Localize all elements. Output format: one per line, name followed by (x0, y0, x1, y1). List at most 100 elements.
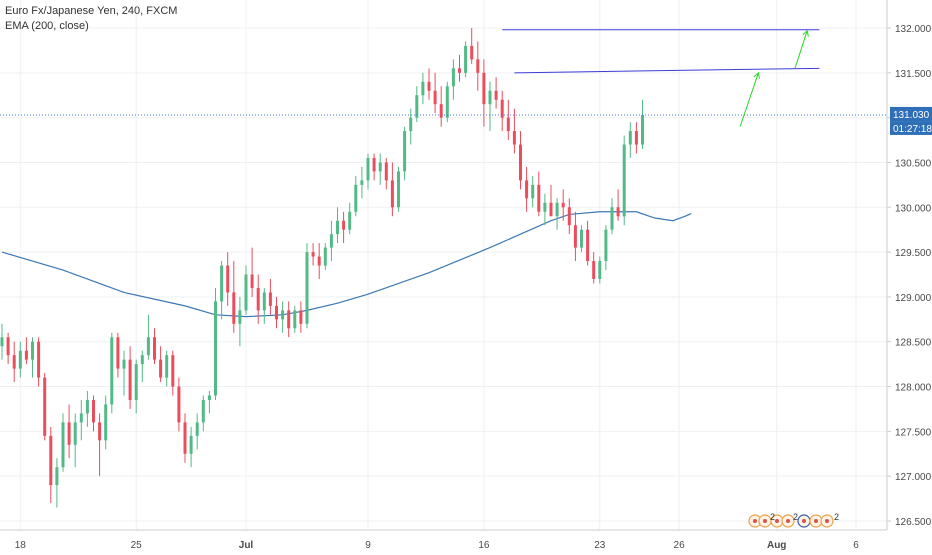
ema-line (1, 211, 692, 318)
candle (537, 171, 541, 217)
trend-line[interactable] (514, 67, 820, 74)
candle (482, 59, 486, 127)
price-badge-text: 131.030 (893, 110, 930, 121)
candle-body (555, 202, 559, 217)
candle (567, 198, 571, 235)
candle-body (37, 341, 41, 378)
arrow-annotation[interactable] (739, 71, 760, 127)
candle (634, 122, 638, 154)
arrow-annotation[interactable] (794, 29, 809, 69)
candle-body (238, 310, 242, 324)
x-tick-label: 26 (674, 540, 686, 550)
arrow-shaft (739, 72, 759, 127)
candle (146, 314, 150, 360)
arrow-head (753, 71, 760, 79)
candle-body (214, 301, 217, 396)
candle (37, 337, 41, 387)
x-tick-label: 23 (594, 540, 606, 550)
y-tick-label: 131.500 (895, 69, 932, 80)
arrow-shaft (794, 30, 808, 69)
candle (165, 350, 169, 387)
candle-body (31, 341, 34, 360)
grid (0, 0, 886, 530)
candle (43, 373, 47, 441)
countdown-badge-text: 01:27:18 (893, 124, 932, 135)
candle-body (586, 229, 590, 262)
candle-body (519, 144, 522, 181)
candle (628, 122, 632, 158)
candle (171, 350, 175, 396)
legend: Euro Fx/Japanese Yen, 240, FXCM EMA (200… (5, 4, 177, 34)
x-tick-label: 9 (365, 540, 371, 550)
candle (98, 413, 102, 477)
candle-body (85, 399, 89, 414)
candle (232, 261, 236, 333)
candle-body (372, 157, 376, 172)
candle (348, 202, 352, 235)
candle (329, 220, 333, 262)
candle-body (134, 364, 138, 400)
candle-body (24, 350, 28, 360)
candle-body (397, 171, 400, 208)
candle (384, 157, 388, 190)
candle (451, 59, 455, 100)
candle-body (500, 99, 504, 118)
y-tick-label: 126.500 (895, 517, 932, 528)
candle (494, 77, 498, 109)
candle-body (262, 292, 266, 311)
candle-body (128, 359, 132, 400)
candle-body (634, 131, 638, 145)
event-dot (802, 519, 806, 523)
candle (159, 346, 163, 383)
candle-body (494, 90, 498, 100)
price-badge (890, 106, 932, 122)
candle-body (98, 422, 102, 441)
candle-body (275, 305, 278, 320)
candle (281, 301, 285, 333)
candle (354, 175, 358, 217)
candle-body (378, 162, 382, 172)
candle-body (79, 413, 83, 423)
countdown-badge (890, 121, 932, 135)
candle (439, 86, 443, 127)
candle (134, 359, 138, 414)
candle (598, 256, 602, 284)
candle (201, 395, 205, 432)
candle-body (171, 355, 175, 387)
candle (421, 72, 425, 105)
candle-body (488, 90, 492, 105)
candle (287, 301, 291, 338)
candle (104, 395, 108, 450)
candle (464, 41, 468, 78)
candle (555, 198, 559, 230)
candle-body (6, 337, 10, 356)
candle (67, 404, 71, 459)
candle (445, 81, 449, 123)
candle-body (427, 81, 431, 91)
candle-body (299, 310, 303, 324)
event-count: 2 (770, 512, 775, 522)
candle (433, 72, 437, 114)
event-count: 2 (834, 512, 839, 522)
candle-body (226, 265, 230, 293)
candle (122, 350, 126, 396)
candle (226, 252, 230, 306)
candle (116, 332, 120, 378)
candle-body (384, 162, 388, 181)
y-tick-label: 127.500 (895, 427, 932, 438)
candle-body (580, 229, 583, 248)
candle (427, 68, 431, 100)
candle-body (140, 355, 144, 365)
candle-body (18, 350, 22, 369)
candle-body (641, 114, 644, 145)
candle (299, 301, 303, 333)
candle-body (543, 202, 547, 212)
event-dot (825, 519, 829, 523)
candle-body (244, 274, 248, 311)
events-row[interactable]: 2 2 2 (748, 512, 839, 528)
candles (0, 28, 644, 508)
candle (592, 252, 596, 284)
x-tick-label: 16 (478, 540, 490, 550)
